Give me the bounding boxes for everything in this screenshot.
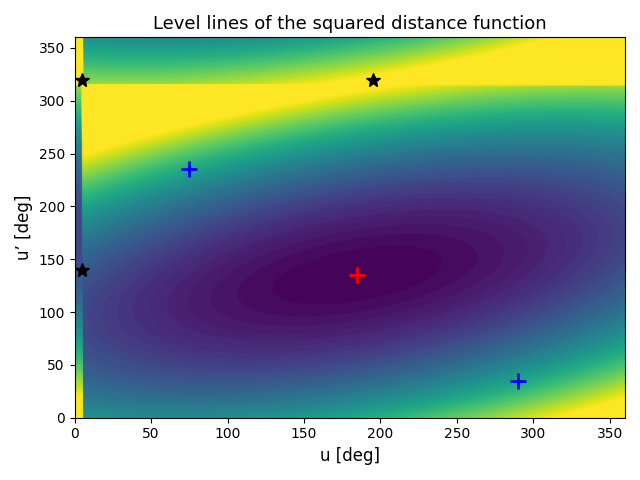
Y-axis label: u’ [deg]: u’ [deg] xyxy=(15,195,33,260)
X-axis label: u [deg]: u [deg] xyxy=(320,447,380,465)
Title: Level lines of the squared distance function: Level lines of the squared distance func… xyxy=(153,15,547,33)
